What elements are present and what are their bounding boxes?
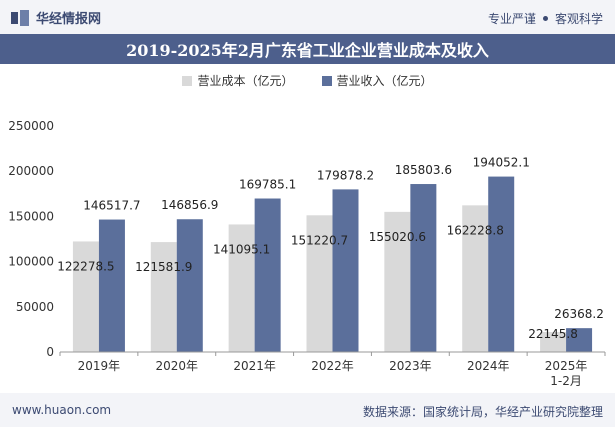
data-label-cost: 141095.1 <box>213 242 270 256</box>
y-tick-label: 200000 <box>8 164 54 178</box>
chart-legend: 营业成本（亿元） 营业收入（亿元） <box>0 72 615 89</box>
bar-cost <box>462 205 489 352</box>
data-label-cost: 122278.5 <box>57 259 114 273</box>
footer-source: 数据来源：国家统计局，华经产业研究院整理 <box>362 405 603 419</box>
y-tick-label: 250000 <box>8 119 54 133</box>
bar-cost <box>384 211 411 352</box>
data-label-cost: 162228.8 <box>447 223 504 237</box>
x-tick-label: 2021年 <box>233 359 276 373</box>
footer-bar: www.huaon.com 数据来源：国家统计局，华经产业研究院整理 <box>0 393 615 427</box>
header-bar: 华经情报网 专业严谨 客观科学 <box>0 0 615 34</box>
bar-cost <box>228 224 255 352</box>
title-bar: 2019-2025年2月广东省工业企业营业成本及收入 <box>0 34 615 64</box>
x-tick-label: 2025年 <box>545 359 588 373</box>
legend-swatch-cost <box>182 75 193 86</box>
brand: 华经情报网 <box>10 8 101 27</box>
slogan-right: 客观科学 <box>554 12 603 26</box>
chart-title: 2019-2025年2月广东省工业企业营业成本及收入 <box>126 41 489 60</box>
brand-name: 华经情报网 <box>36 12 102 27</box>
data-label-revenue: 26368.2 <box>554 307 604 321</box>
data-label-revenue: 146517.7 <box>83 199 140 213</box>
bar-revenue <box>488 176 515 352</box>
slogan: 专业严谨 客观科学 <box>488 10 603 27</box>
y-tick-label: 50000 <box>16 300 54 314</box>
bar-cost <box>150 242 177 352</box>
slogan-separator-dot <box>542 16 548 21</box>
bar-cost <box>72 241 99 352</box>
x-tick-label: 2023年 <box>389 359 432 373</box>
data-label-cost: 155020.6 <box>369 230 426 244</box>
legend-item-revenue: 营业收入（亿元） <box>321 72 433 89</box>
bar-revenue <box>332 189 359 352</box>
x-tick-label: 2022年 <box>311 359 354 373</box>
y-tick-label: 150000 <box>8 209 54 223</box>
y-tick-label: 100000 <box>8 255 54 269</box>
slogan-left: 专业严谨 <box>487 12 536 26</box>
bar-revenue <box>410 184 437 352</box>
bar-revenue <box>566 328 593 352</box>
bar-revenue <box>176 219 203 352</box>
x-tick-label: 2020年 <box>156 359 199 373</box>
legend-label-cost: 营业成本（亿元） <box>197 74 294 88</box>
x-tick-label: 2024年 <box>467 359 510 373</box>
x-tick-label: 1-2月 <box>550 374 582 388</box>
data-label-revenue: 185803.6 <box>395 163 452 177</box>
legend-swatch-revenue <box>321 75 332 86</box>
bar-revenue <box>98 219 125 352</box>
data-label-revenue: 179878.2 <box>317 168 374 182</box>
footer-url: www.huaon.com <box>12 403 112 417</box>
legend-item-cost: 营业成本（亿元） <box>182 72 294 89</box>
brand-logo-icon <box>11 9 29 26</box>
bar-cost <box>306 215 333 352</box>
data-label-revenue: 194052.1 <box>473 156 530 170</box>
data-label-revenue: 146856.9 <box>161 198 218 212</box>
data-label-cost: 22145.8 <box>528 327 578 341</box>
bar-revenue <box>254 198 281 352</box>
legend-label-revenue: 营业收入（亿元） <box>336 74 433 88</box>
bar-cost <box>540 331 567 352</box>
data-label-cost: 121581.9 <box>135 260 192 274</box>
x-tick-label: 2019年 <box>78 359 121 373</box>
data-label-revenue: 169785.1 <box>239 178 296 192</box>
y-tick-label: 0 <box>46 345 54 359</box>
data-label-cost: 151220.7 <box>291 233 348 247</box>
